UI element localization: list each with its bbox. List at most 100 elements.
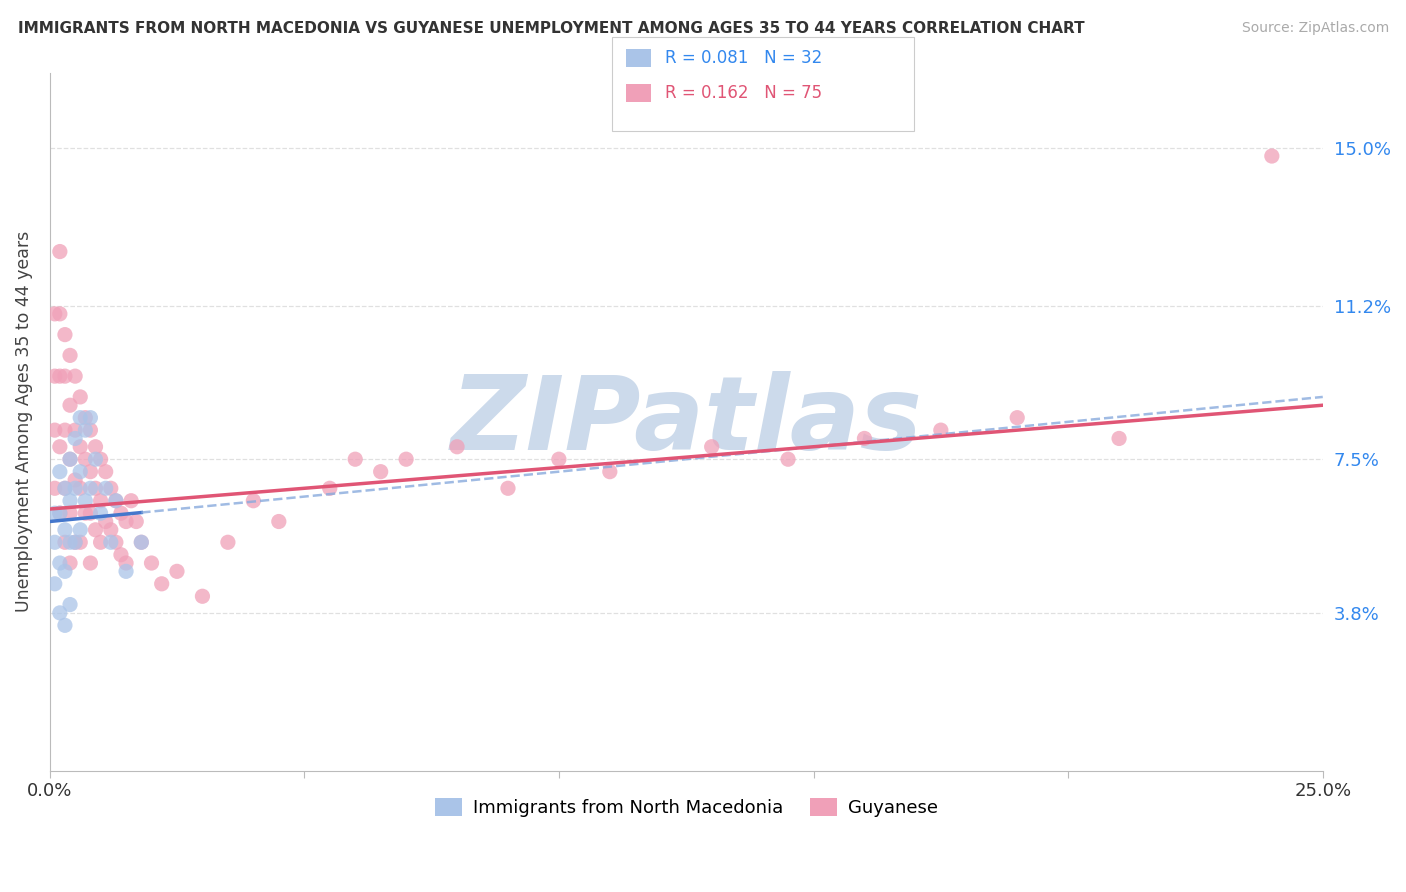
Text: Source: ZipAtlas.com: Source: ZipAtlas.com: [1241, 21, 1389, 35]
Point: [69, 465, 91, 479]
Point: [69, 390, 91, 404]
Point: [100, 535, 122, 549]
Point: [49, 506, 72, 520]
Point: [63, 432, 86, 446]
Point: [104, 493, 127, 508]
Point: [79, 481, 101, 495]
Point: [49, 244, 72, 259]
Point: [115, 515, 138, 529]
Point: [53, 327, 76, 342]
Point: [69, 410, 91, 425]
Point: [94, 515, 117, 529]
Point: [115, 565, 138, 579]
Point: [217, 535, 239, 549]
Point: [49, 506, 72, 520]
Point: [59, 556, 82, 570]
Point: [1005, 410, 1028, 425]
Point: [84, 440, 107, 454]
Point: [120, 493, 142, 508]
Point: [370, 465, 392, 479]
Point: [44, 369, 66, 384]
Point: [59, 598, 82, 612]
Point: [75, 493, 97, 508]
Point: [191, 589, 214, 603]
Point: [90, 535, 112, 549]
Point: [131, 535, 153, 549]
Point: [104, 493, 127, 508]
Point: [63, 473, 86, 487]
Point: [49, 307, 72, 321]
Point: [53, 535, 76, 549]
Point: [44, 535, 66, 549]
Legend: Immigrants from North Macedonia, Guyanese: Immigrants from North Macedonia, Guyanes…: [427, 790, 945, 824]
Text: R = 0.162   N = 75: R = 0.162 N = 75: [665, 84, 823, 102]
Point: [53, 423, 76, 437]
Point: [115, 556, 138, 570]
Point: [599, 465, 621, 479]
Point: [778, 452, 800, 467]
Point: [53, 481, 76, 495]
Point: [53, 618, 76, 632]
Point: [59, 506, 82, 520]
Point: [100, 523, 122, 537]
Y-axis label: Unemployment Among Ages 35 to 44 years: Unemployment Among Ages 35 to 44 years: [15, 231, 32, 613]
Point: [319, 481, 342, 495]
Point: [75, 410, 97, 425]
Point: [59, 535, 82, 549]
Point: [63, 535, 86, 549]
Text: ZIPatlas: ZIPatlas: [450, 371, 922, 473]
Point: [79, 506, 101, 520]
Point: [44, 307, 66, 321]
Point: [69, 481, 91, 495]
Point: [125, 515, 148, 529]
Point: [53, 523, 76, 537]
Point: [59, 452, 82, 467]
Point: [446, 440, 468, 454]
Point: [110, 548, 132, 562]
Point: [49, 556, 72, 570]
Point: [49, 369, 72, 384]
Point: [44, 481, 66, 495]
Point: [69, 440, 91, 454]
Point: [344, 452, 367, 467]
Text: IMMIGRANTS FROM NORTH MACEDONIA VS GUYANESE UNEMPLOYMENT AMONG AGES 35 TO 44 YEA: IMMIGRANTS FROM NORTH MACEDONIA VS GUYAN…: [18, 21, 1085, 36]
Text: R = 0.081   N = 32: R = 0.081 N = 32: [665, 49, 823, 67]
Point: [1108, 432, 1130, 446]
Point: [84, 452, 107, 467]
Point: [94, 481, 117, 495]
Point: [94, 465, 117, 479]
Point: [63, 535, 86, 549]
Point: [90, 493, 112, 508]
Point: [63, 481, 86, 495]
Point: [75, 506, 97, 520]
Point: [90, 506, 112, 520]
Point: [44, 506, 66, 520]
Point: [49, 440, 72, 454]
Point: [63, 423, 86, 437]
Point: [63, 369, 86, 384]
Point: [49, 465, 72, 479]
Point: [166, 565, 188, 579]
Point: [79, 556, 101, 570]
Point: [59, 452, 82, 467]
Point: [69, 523, 91, 537]
Point: [150, 576, 173, 591]
Point: [44, 576, 66, 591]
Point: [700, 440, 723, 454]
Point: [49, 606, 72, 620]
Point: [53, 369, 76, 384]
Point: [84, 523, 107, 537]
Point: [395, 452, 418, 467]
Point: [104, 535, 127, 549]
Point: [53, 481, 76, 495]
Point: [79, 465, 101, 479]
Point: [496, 481, 519, 495]
Point: [853, 432, 876, 446]
Point: [59, 493, 82, 508]
Point: [110, 506, 132, 520]
Point: [267, 515, 290, 529]
Point: [53, 565, 76, 579]
Point: [242, 493, 264, 508]
Point: [79, 423, 101, 437]
Point: [548, 452, 571, 467]
